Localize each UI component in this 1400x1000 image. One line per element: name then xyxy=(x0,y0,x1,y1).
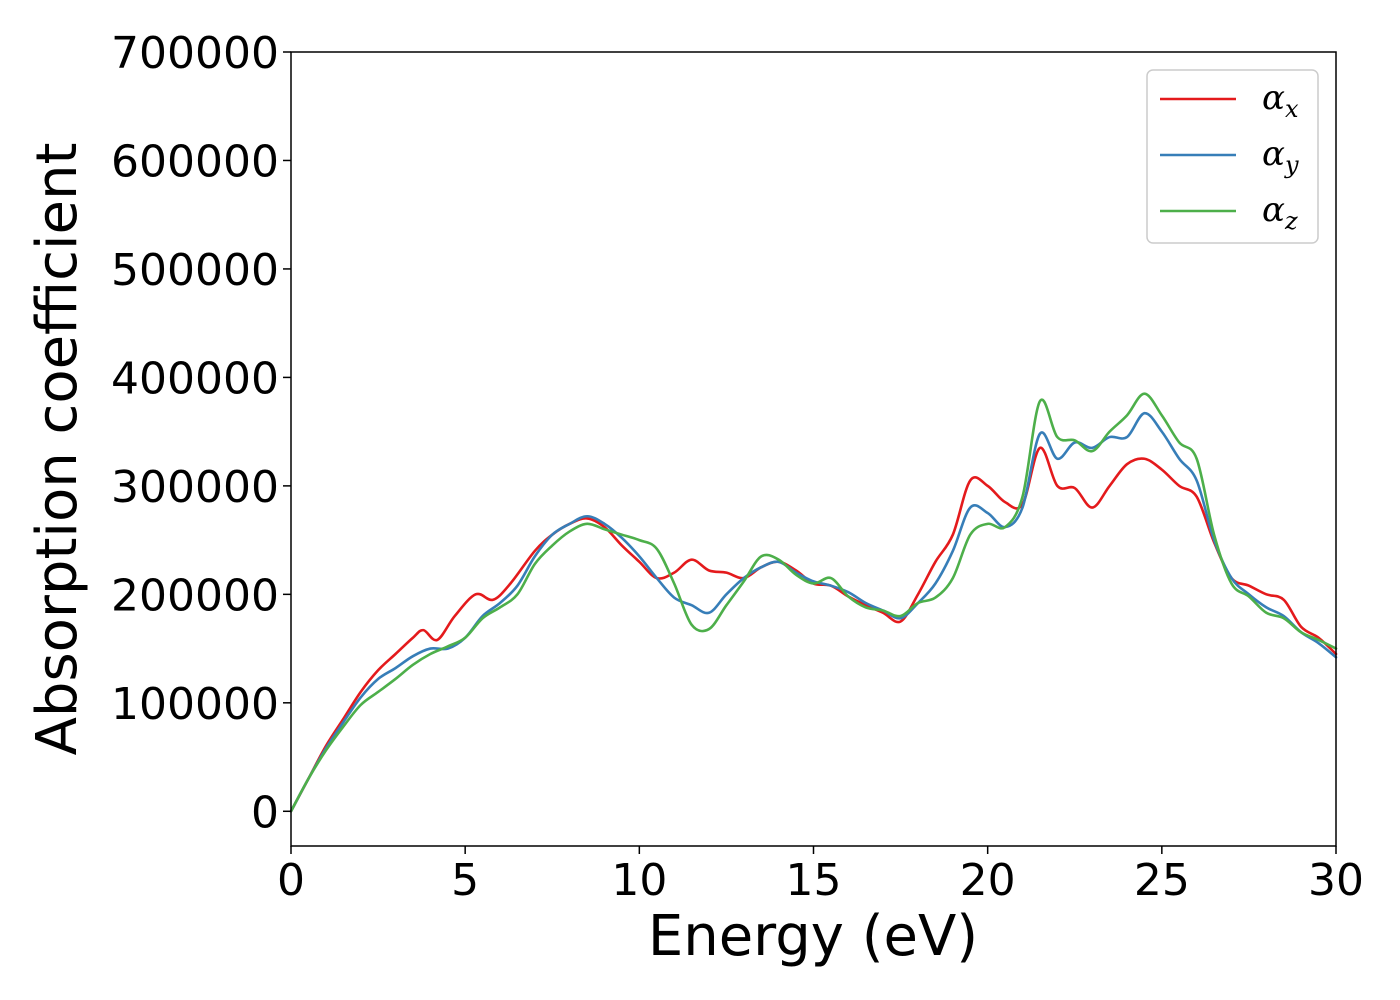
x-tick-label: 20 xyxy=(960,855,1016,906)
y-tick-label: 500000 xyxy=(111,245,279,296)
legend-label-z: αz xyxy=(1262,190,1298,235)
y-tick-label: 700000 xyxy=(111,28,279,79)
legend-label-y: αy xyxy=(1262,134,1299,179)
legend-symbol: α xyxy=(1262,190,1285,230)
x-tick-label: 25 xyxy=(1134,855,1190,906)
x-tick-label: 0 xyxy=(277,855,305,906)
x-axis-title: Energy (eV) xyxy=(648,904,978,969)
series-group xyxy=(289,392,1338,813)
y-tick-label: 400000 xyxy=(111,353,279,404)
series-line-z xyxy=(289,392,1338,813)
legend-box xyxy=(1146,69,1319,244)
x-tick-label: 15 xyxy=(786,855,842,906)
y-tick-label: 600000 xyxy=(111,136,279,187)
x-axis: 0 5 10 15 20 25 30 xyxy=(277,846,1364,906)
x-tick-label: 10 xyxy=(611,855,667,906)
legend-subscript: z xyxy=(1284,207,1298,235)
legend-subscript: y xyxy=(1284,151,1299,179)
legend-symbol: α xyxy=(1262,78,1285,118)
y-tick-label: 200000 xyxy=(111,570,279,621)
legend-subscript: x xyxy=(1285,95,1299,123)
x-tick-label: 5 xyxy=(451,855,479,906)
y-tick-label: 100000 xyxy=(111,679,279,730)
y-tick-label: 300000 xyxy=(111,462,279,513)
legend-symbol: α xyxy=(1262,134,1285,174)
y-tick-label: 0 xyxy=(251,787,279,838)
y-axis: 0 100000 200000 300000 400000 500000 600000 700… xyxy=(111,28,291,838)
legend-label-x: αx xyxy=(1262,78,1299,123)
x-tick-label: 30 xyxy=(1308,855,1364,906)
y-axis-title: Absorption coefficient xyxy=(25,143,90,756)
